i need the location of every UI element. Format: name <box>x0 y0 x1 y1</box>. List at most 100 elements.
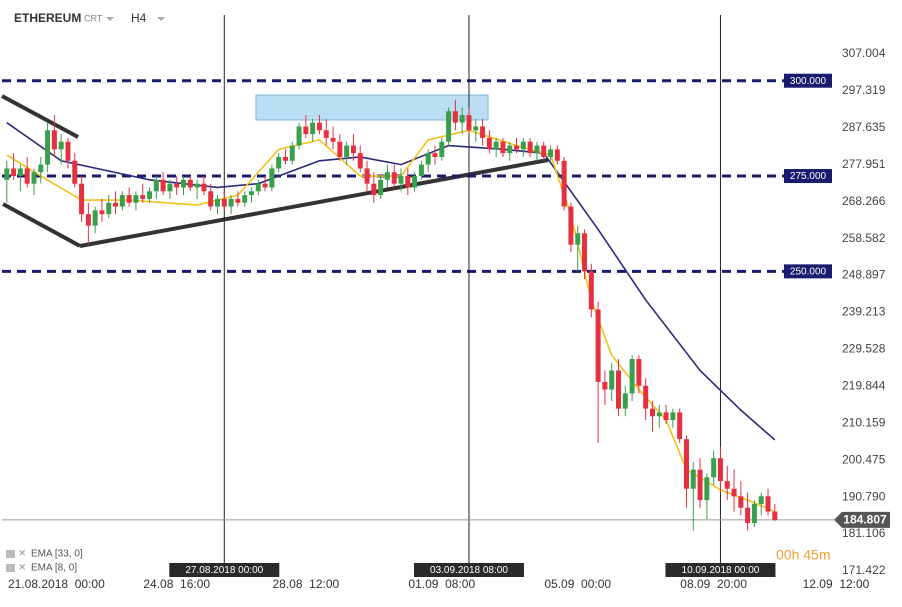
candle-body <box>269 168 275 188</box>
candle-body <box>466 115 472 131</box>
candle-body <box>412 176 418 188</box>
candle-body <box>119 195 125 207</box>
candle-body <box>575 233 581 245</box>
marker-label: 10.09.2018 00:00 <box>682 565 760 576</box>
candle-body <box>235 198 241 203</box>
candle-body <box>514 145 520 150</box>
candle-body <box>371 183 377 196</box>
candle-body <box>344 145 350 157</box>
candle-body <box>548 149 554 157</box>
candle-body <box>11 168 17 177</box>
candle-body <box>452 111 458 123</box>
last-price-tag <box>834 511 890 528</box>
candle-body <box>255 183 261 192</box>
candle-body <box>364 168 370 184</box>
candle-body <box>58 141 64 150</box>
candle-body <box>670 412 676 421</box>
candle-body <box>289 145 295 161</box>
y-tick-label: 307.004 <box>842 46 886 60</box>
candle-body <box>24 168 30 184</box>
candle-body <box>106 202 112 215</box>
candle-body <box>276 156 282 169</box>
candle-body <box>425 153 431 165</box>
candle-body <box>507 145 513 154</box>
candle-body <box>622 393 628 409</box>
candle-body <box>303 126 309 135</box>
ema-line <box>6 122 776 441</box>
last-price-label: 184.807 <box>843 513 887 527</box>
legend-label: EMA [8, 0] <box>31 563 77 574</box>
candle-body <box>99 210 105 215</box>
candle-body <box>731 488 737 497</box>
candle-body <box>649 408 655 417</box>
candle-body <box>724 481 730 489</box>
x-tick-label: 08.09 20:00 <box>680 577 747 591</box>
candle-body <box>140 195 146 199</box>
trend-line <box>2 202 81 248</box>
candle-body <box>643 385 649 409</box>
candle-body <box>595 309 601 382</box>
x-tick-label: 01.09 08:00 <box>408 577 475 591</box>
x-tick-label: 21.08.2018 00:00 <box>8 577 105 591</box>
candle-body <box>242 195 248 203</box>
candle-body <box>717 458 723 482</box>
candle-body <box>473 126 479 131</box>
candle-body <box>772 511 778 520</box>
candle-body <box>636 359 642 386</box>
candle-body <box>167 183 173 192</box>
candle-body <box>357 153 363 169</box>
candle-body <box>296 126 302 146</box>
countdown: 00h 45m <box>776 547 830 563</box>
y-tick-label: 258.582 <box>842 231 886 245</box>
candle-body <box>765 496 771 512</box>
timeframe[interactable]: H4 <box>131 11 147 25</box>
candle-body <box>31 172 37 184</box>
candle-body <box>751 503 757 524</box>
trend-line <box>1 94 79 139</box>
candle-body <box>486 137 492 150</box>
candle-body <box>113 202 119 207</box>
marker-label: 27.08.2018 00:00 <box>185 565 263 576</box>
candle-body <box>378 179 384 196</box>
candle-body <box>405 176 411 188</box>
candle-body <box>745 507 751 524</box>
dropdown-icon[interactable] <box>106 17 114 21</box>
candle-body <box>248 191 254 196</box>
x-tick-label: 24.08 16:00 <box>143 577 210 591</box>
candle-body <box>439 141 445 157</box>
candle-body <box>228 198 234 207</box>
y-tick-label: 181.106 <box>842 526 886 540</box>
candle-body <box>391 172 397 184</box>
candle-body <box>629 359 635 394</box>
candle-body <box>609 370 615 390</box>
candle-body <box>350 145 356 154</box>
candle-body <box>282 156 288 161</box>
candle-body <box>221 198 227 207</box>
candle-body <box>554 149 560 161</box>
candle-body <box>588 271 594 310</box>
candle-body <box>398 176 404 184</box>
candle-body <box>51 130 57 150</box>
level-label: 250.000 <box>790 267 827 278</box>
marker-box <box>665 563 776 577</box>
candle-body <box>92 210 98 226</box>
level-box <box>784 73 832 88</box>
candle-body <box>758 496 764 504</box>
symbol[interactable]: ETHEREUM <box>14 11 81 25</box>
candle-body <box>262 183 268 188</box>
y-tick-label: 297.319 <box>842 83 886 97</box>
candle-body <box>459 115 465 123</box>
candle-body <box>683 439 689 489</box>
dropdown-icon[interactable] <box>157 17 165 21</box>
y-tick-label: 248.897 <box>842 268 886 282</box>
x-tick-label: 05.09 00:00 <box>544 577 611 591</box>
candle-body <box>418 164 424 177</box>
y-tick-label: 239.213 <box>842 305 886 319</box>
candle-body <box>534 145 540 154</box>
chart-type[interactable]: CRT <box>84 13 103 23</box>
x-tick-label: 28.08 12:00 <box>272 577 339 591</box>
candle-body <box>208 191 214 207</box>
candle-body <box>201 183 207 192</box>
